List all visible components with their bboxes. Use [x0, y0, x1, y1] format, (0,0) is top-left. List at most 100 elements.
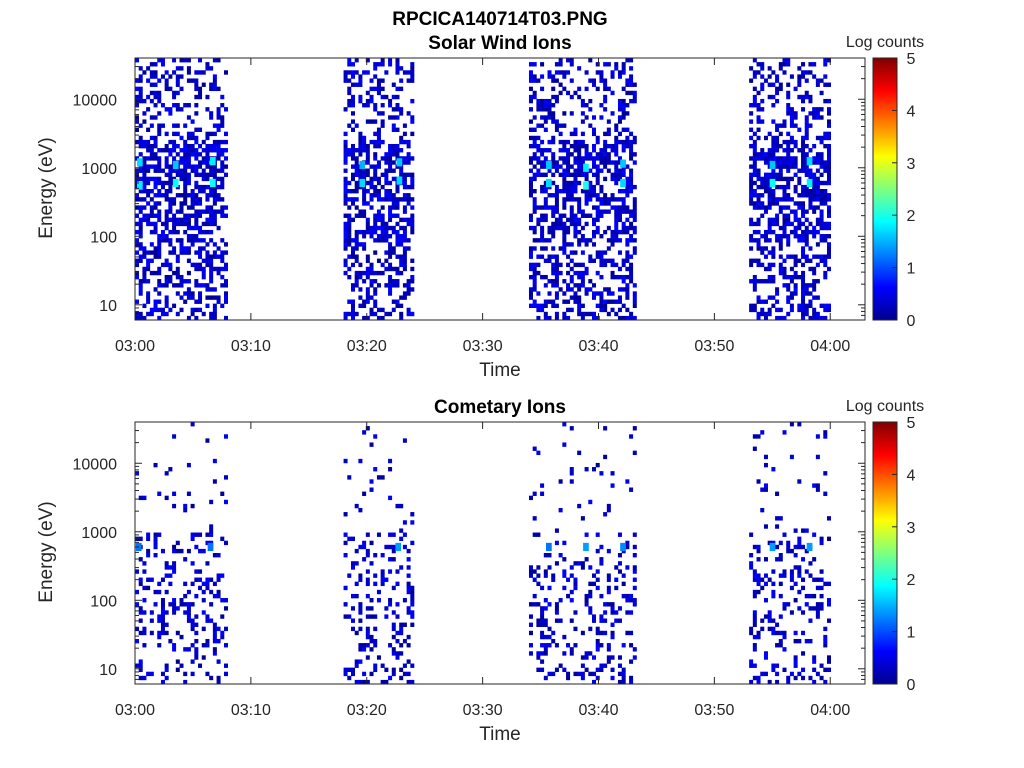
data-cell	[532, 246, 537, 251]
data-cell	[164, 258, 169, 263]
data-cell	[543, 238, 548, 243]
data-cell	[186, 70, 191, 75]
data-cell	[584, 593, 589, 599]
data-cell	[369, 598, 374, 603]
colorbar-tick-label: 1	[907, 261, 916, 278]
data-cell	[789, 569, 794, 574]
data-cell	[566, 593, 571, 599]
data-cell	[528, 295, 533, 300]
data-cell	[391, 123, 396, 128]
data-cell	[216, 270, 221, 276]
data-cell	[347, 254, 352, 259]
data-cell	[826, 82, 831, 87]
data-cell	[164, 193, 169, 198]
data-cell	[198, 164, 203, 169]
data-cell	[760, 180, 765, 186]
data-cell	[617, 98, 622, 104]
data-cell	[540, 667, 545, 673]
data-cell	[395, 66, 400, 71]
data-cell	[823, 638, 828, 644]
data-cell	[823, 193, 828, 198]
data-cell	[797, 569, 802, 574]
data-cell	[183, 593, 188, 599]
data-cell	[606, 131, 611, 137]
data-cell	[804, 168, 809, 173]
data-cell	[617, 655, 622, 660]
data-cell	[198, 246, 203, 251]
x-tick-label: 04:00	[810, 702, 850, 719]
data-cell	[540, 274, 545, 280]
data-cell	[373, 279, 378, 284]
data-cell	[801, 315, 806, 321]
data-cell	[183, 160, 188, 165]
data-cell	[410, 585, 415, 591]
data-cell	[782, 189, 787, 194]
data-cell	[190, 143, 195, 149]
data-cell	[558, 262, 563, 268]
figure-filename-title: RPCICA140714T03.PNG	[392, 9, 607, 30]
data-cell	[603, 307, 608, 313]
data-cell	[588, 78, 593, 83]
data-cell	[138, 536, 143, 542]
data-cell	[164, 70, 169, 75]
data-cell	[376, 82, 381, 87]
data-cell	[186, 258, 191, 263]
data-cell	[775, 176, 780, 182]
data-cell	[577, 94, 582, 100]
data-cell	[592, 614, 597, 619]
data-cell	[812, 184, 817, 190]
data-cell	[205, 205, 210, 210]
data-cell	[767, 618, 772, 623]
data-cell	[558, 270, 563, 276]
data-cell	[168, 172, 173, 178]
data-cell	[812, 679, 817, 685]
data-cell	[347, 78, 352, 83]
data-cell	[528, 495, 533, 501]
data-cell	[198, 299, 203, 304]
data-cell	[350, 82, 355, 87]
data-cell	[606, 507, 611, 513]
data-cell	[365, 299, 370, 304]
data-cell	[580, 98, 585, 104]
data-cell	[172, 103, 177, 108]
data-cell	[410, 98, 415, 104]
data-cell	[617, 107, 622, 112]
data-cell	[797, 94, 802, 100]
data-cell	[160, 234, 165, 239]
data-cell	[632, 160, 637, 165]
data-cell	[812, 62, 817, 67]
data-cell	[573, 143, 578, 149]
data-cell	[540, 164, 545, 169]
data-cell	[815, 107, 820, 112]
data-cell	[391, 544, 396, 550]
data-cell	[823, 98, 828, 104]
data-cell	[789, 74, 794, 79]
data-cell	[551, 74, 556, 79]
data-cell	[763, 487, 768, 492]
data-cell	[815, 176, 820, 182]
data-cell	[205, 262, 210, 268]
data-cell	[782, 164, 787, 169]
data-cell	[179, 279, 184, 284]
data-cell	[778, 184, 783, 190]
data-cell	[153, 139, 158, 145]
data-cell	[629, 98, 634, 104]
data-cell	[399, 111, 404, 116]
data-cell	[617, 266, 622, 272]
data-cell	[801, 246, 806, 251]
data-cell	[135, 315, 140, 321]
data-cell	[595, 315, 600, 321]
data-cell	[752, 143, 757, 149]
data-cell	[190, 193, 195, 198]
data-cell	[771, 303, 776, 309]
data-cell	[771, 139, 776, 145]
data-cell	[395, 638, 400, 644]
data-cell	[212, 634, 217, 640]
data-cell	[190, 622, 195, 627]
data-cell	[168, 209, 173, 214]
data-cell	[216, 156, 221, 161]
data-cell	[153, 184, 158, 190]
data-cell	[599, 254, 604, 259]
data-cell	[164, 622, 169, 627]
data-cell	[595, 638, 600, 644]
